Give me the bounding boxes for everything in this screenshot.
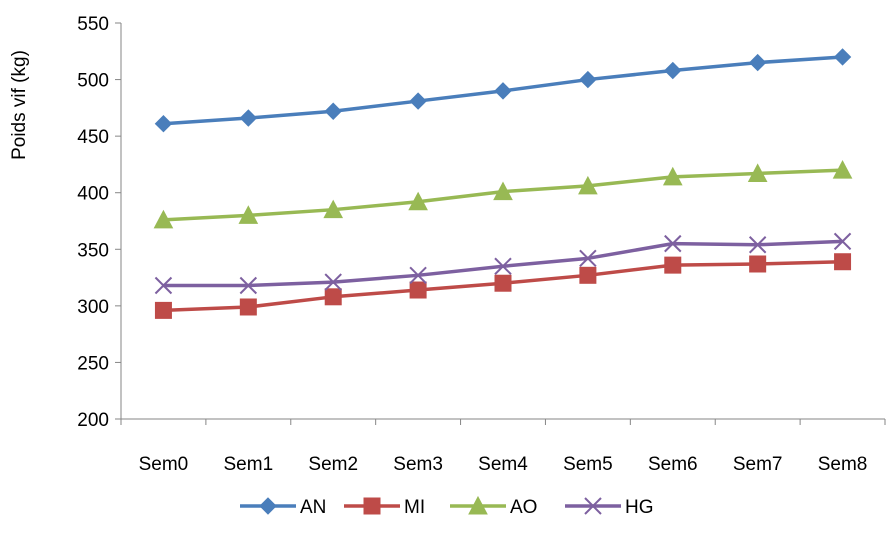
legend-marker (363, 497, 381, 515)
data-point-an (154, 114, 173, 133)
marker-stroke (748, 236, 767, 254)
x-tick-label: Sem2 (308, 454, 358, 475)
data-point-ao (493, 181, 513, 201)
x-tick-label: Sem6 (648, 454, 698, 475)
data-point-hg (579, 249, 597, 268)
series-ao (153, 160, 853, 229)
data-point-hg (494, 257, 512, 275)
data-point-mi (834, 253, 852, 271)
data-point-ao (408, 191, 428, 211)
data-point-ao (747, 163, 768, 182)
marker-stroke (154, 276, 173, 295)
data-point-hg (833, 232, 852, 251)
data-point-mi (579, 266, 597, 284)
y-tick-label: 400 (77, 184, 109, 205)
y-tick-label: 500 (77, 71, 109, 92)
legend-item-hg: HG (565, 497, 654, 518)
legend-marker (584, 497, 602, 515)
y-tick-label: 550 (77, 14, 109, 35)
data-point-an (748, 53, 767, 72)
data-point-mi (154, 301, 172, 319)
y-tick-label: 350 (77, 240, 109, 261)
data-point-hg (664, 234, 682, 253)
data-point-an (833, 48, 852, 66)
legend-label: AO (510, 497, 537, 518)
data-point-ao (662, 166, 683, 186)
data-point-hg (239, 276, 258, 295)
axes: 200 250 300 350 400 450 500 550 Sem0 Sem1 Sem2 Sem3… (77, 14, 886, 475)
data-point-mi (749, 255, 767, 273)
data-point-mi (664, 256, 682, 274)
marker-stroke (664, 234, 682, 253)
series-layer (153, 48, 853, 319)
data-point-an (324, 102, 342, 120)
legend-label: AN (300, 497, 326, 518)
marker-stroke (239, 276, 258, 295)
data-point-hg (409, 266, 427, 285)
legend: AN MI AO HG (240, 495, 654, 518)
y-axis-title: Poids vif (kg) (9, 50, 30, 160)
legend-item-ao: AO (450, 495, 537, 518)
marker-stroke (584, 497, 602, 515)
data-point-an (409, 92, 427, 110)
x-tick-label: Sem0 (139, 454, 189, 475)
data-point-ao (238, 205, 259, 224)
x-tick-label: Sem7 (733, 454, 783, 475)
data-point-ao (323, 199, 344, 219)
marker-stroke (494, 257, 512, 275)
y-tick-label: 200 (77, 410, 109, 431)
x-tick-label: Sem8 (818, 454, 868, 475)
series-mi (154, 253, 852, 319)
data-point-mi (239, 298, 257, 316)
data-point-an (579, 70, 597, 89)
data-point-hg (748, 236, 767, 254)
data-point-ao (578, 175, 598, 195)
legend-marker (468, 495, 488, 515)
data-point-an (494, 82, 512, 100)
legend-label: HG (625, 497, 654, 518)
series-an (154, 48, 852, 133)
data-point-mi (409, 281, 427, 299)
series-hg (154, 232, 852, 295)
x-tick-label: Sem3 (393, 454, 443, 475)
y-tick-label: 300 (77, 297, 109, 318)
data-point-hg (324, 273, 342, 291)
data-point-mi (494, 274, 512, 292)
data-point-mi (324, 288, 342, 306)
legend-item-mi: MI (344, 497, 425, 518)
legend-marker (259, 497, 277, 515)
y-tick-label: 250 (77, 353, 109, 374)
x-tick-label: Sem5 (563, 454, 613, 475)
x-tick-label: Sem4 (478, 454, 528, 475)
data-point-ao (153, 209, 174, 229)
x-tick-label: Sem1 (224, 454, 274, 475)
marker-stroke (324, 273, 342, 291)
marker-stroke (409, 266, 427, 285)
data-point-an (664, 61, 682, 80)
marker-stroke (579, 249, 597, 268)
legend-label: MI (404, 497, 425, 518)
data-point-ao (832, 160, 853, 179)
data-point-an (239, 109, 258, 127)
data-point-hg (154, 276, 173, 295)
legend-item-an: AN (240, 497, 326, 518)
y-tick-label: 450 (77, 127, 109, 148)
marker-stroke (833, 232, 852, 251)
